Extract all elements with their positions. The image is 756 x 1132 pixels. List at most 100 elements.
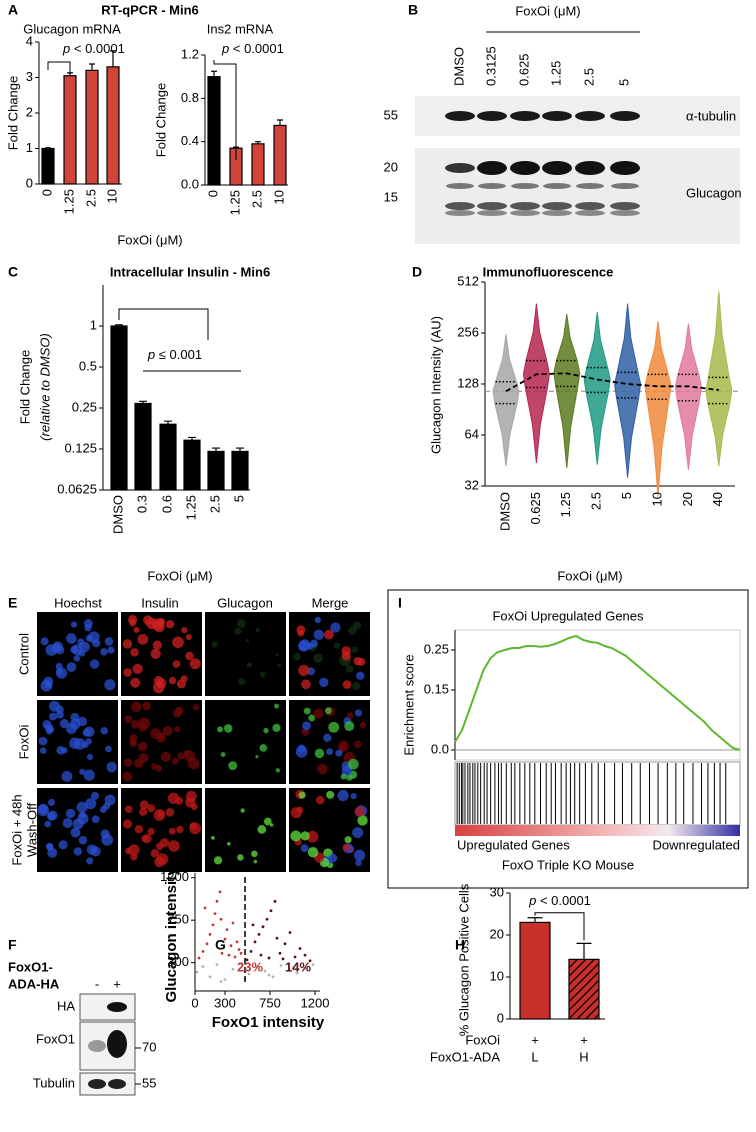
point — [239, 962, 243, 966]
cell — [76, 801, 88, 813]
condition-level: + — [531, 1032, 539, 1047]
x-tick-label: 0 — [39, 189, 54, 196]
cell — [185, 797, 196, 808]
cell — [152, 681, 165, 694]
cell — [352, 682, 361, 691]
cell — [330, 622, 341, 633]
band — [477, 202, 507, 210]
cell — [122, 819, 133, 829]
y-axis-label: Fold Change — [153, 83, 168, 157]
cell — [237, 854, 244, 861]
cell — [130, 648, 139, 657]
band — [445, 210, 475, 216]
bracket — [213, 60, 237, 160]
band — [575, 202, 605, 210]
cell — [70, 621, 78, 628]
cell — [78, 811, 86, 819]
cell — [352, 621, 362, 630]
band — [510, 111, 540, 121]
y-tick-label: 0 — [26, 175, 33, 190]
point — [291, 966, 295, 969]
y-tick-label: 0.0 — [431, 741, 449, 756]
cell — [152, 640, 162, 650]
cell — [47, 726, 55, 733]
cell — [122, 639, 133, 649]
x-tick-label: DMSO — [497, 492, 512, 531]
point — [257, 932, 261, 936]
violin — [705, 290, 733, 467]
cell — [342, 680, 352, 689]
cell — [324, 629, 334, 640]
point — [283, 942, 287, 946]
cell — [223, 724, 233, 733]
bar — [231, 450, 249, 491]
cell — [66, 662, 77, 672]
cell — [296, 806, 304, 814]
cell — [313, 708, 324, 719]
bar — [273, 124, 287, 186]
column-label: Insulin — [141, 595, 179, 610]
y-tick-label: 10 — [490, 968, 504, 983]
point — [288, 931, 292, 934]
cell — [335, 749, 343, 757]
error-bar — [110, 50, 116, 67]
cell — [147, 804, 156, 813]
x-tick-label: 0 — [205, 190, 220, 197]
mw-marker: 15 — [384, 189, 398, 204]
band-label: FoxO1 — [36, 1031, 75, 1046]
cell — [168, 676, 177, 685]
cell — [89, 659, 100, 669]
y-axis-label: Enrichment score — [401, 654, 416, 755]
cell — [130, 719, 140, 729]
row-label: FoxOi — [16, 725, 31, 760]
p-text: < 0.0001 — [74, 41, 125, 56]
bar — [85, 69, 99, 185]
row-label: FoxOi + 48h — [9, 794, 24, 865]
x-tick-label: 5 — [619, 492, 634, 499]
cell — [263, 817, 272, 826]
cell — [91, 815, 100, 824]
point — [201, 949, 205, 953]
p-text: < 0.0001 — [233, 41, 284, 56]
band-label: α-tubulin — [686, 108, 736, 123]
p-text: ≤ 0.001 — [159, 347, 202, 362]
x-axis-label: FoxOi (μM) — [147, 568, 212, 583]
band — [88, 1040, 106, 1052]
cell — [307, 847, 319, 858]
y-axis-label: Fold Change — [17, 350, 32, 424]
point — [220, 951, 224, 955]
point — [287, 968, 291, 972]
cell — [125, 805, 133, 814]
cell — [151, 763, 158, 770]
x-tick-label: 2.5 — [207, 495, 222, 513]
cell — [86, 753, 94, 760]
point — [229, 944, 233, 948]
cell — [324, 707, 332, 715]
band — [445, 163, 475, 173]
bar — [568, 958, 600, 1020]
cell — [185, 651, 194, 661]
point — [253, 940, 257, 944]
cell — [211, 641, 218, 648]
bar — [207, 450, 225, 491]
bar — [207, 76, 221, 186]
cell — [101, 833, 114, 846]
cell — [165, 620, 175, 629]
point — [215, 963, 219, 966]
cell — [132, 663, 143, 675]
y-tick-label: 0.125 — [64, 440, 97, 455]
x-tick-label: 0.625 — [528, 492, 543, 525]
y-tick-label: 0.5 — [79, 358, 97, 373]
cell — [298, 639, 311, 651]
cell — [328, 721, 340, 733]
cell — [181, 627, 188, 634]
cell — [257, 825, 267, 834]
cell — [73, 847, 83, 856]
lane-label: + — [113, 976, 121, 991]
cell — [167, 792, 180, 804]
cell — [306, 830, 319, 843]
band — [510, 161, 540, 175]
cell — [107, 646, 115, 654]
point — [281, 957, 285, 961]
point — [251, 923, 255, 927]
